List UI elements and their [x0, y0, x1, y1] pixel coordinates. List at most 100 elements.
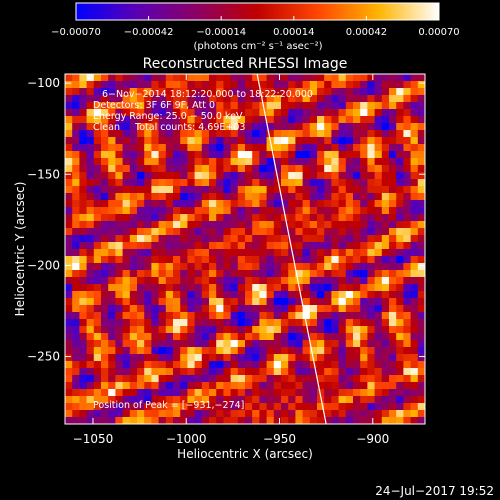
heatmap-pixel — [360, 228, 368, 236]
heatmap-pixel — [86, 81, 95, 89]
heatmap-pixel — [317, 179, 325, 187]
heatmap-pixel — [194, 256, 203, 264]
heatmap-pixel — [115, 263, 123, 271]
heatmap-pixel — [216, 375, 224, 383]
heatmap-pixel — [331, 347, 339, 355]
heatmap-pixel — [129, 74, 138, 82]
heatmap-pixel — [374, 130, 383, 138]
heatmap-pixel — [396, 95, 404, 103]
heatmap-pixel — [266, 305, 275, 313]
heatmap-pixel — [288, 389, 296, 397]
heatmap-pixel — [302, 410, 311, 418]
heatmap-pixel — [396, 221, 404, 229]
heatmap-pixel — [158, 291, 167, 299]
heatmap-pixel — [259, 326, 267, 334]
heatmap-pixel — [331, 270, 339, 278]
heatmap-pixel — [417, 354, 425, 362]
heatmap-pixel — [209, 193, 217, 201]
heatmap-pixel — [396, 354, 404, 362]
heatmap-pixel — [367, 235, 375, 243]
heatmap-pixel — [410, 270, 419, 278]
heatmap-pixel — [266, 130, 275, 138]
heatmap-pixel — [180, 333, 188, 341]
x-tick-label: −1050 — [73, 432, 114, 446]
heatmap-pixel — [129, 151, 138, 159]
heatmap-pixel — [389, 186, 397, 194]
heatmap-pixel — [360, 291, 368, 299]
heatmap-pixel — [273, 270, 282, 278]
heatmap-pixel — [410, 277, 419, 285]
heatmap-pixel — [417, 249, 425, 257]
heatmap-pixel — [137, 326, 145, 334]
heatmap-pixel — [338, 417, 347, 424]
heatmap-pixel — [65, 214, 73, 222]
heatmap-pixel — [281, 165, 289, 173]
heatmap-pixel — [367, 221, 375, 229]
heatmap-pixel — [302, 116, 311, 124]
heatmap-pixel — [266, 256, 275, 264]
heatmap-pixel — [245, 333, 253, 341]
heatmap-pixel — [273, 368, 282, 376]
heatmap-pixel — [93, 389, 102, 397]
heatmap-pixel — [324, 291, 332, 299]
heatmap-pixel — [245, 291, 253, 299]
heatmap-pixel — [281, 158, 289, 166]
heatmap-pixel — [389, 88, 397, 96]
heatmap-pixel — [273, 74, 282, 82]
heatmap-pixel — [281, 242, 289, 250]
heatmap-pixel — [266, 270, 275, 278]
heatmap-pixel — [245, 186, 253, 194]
heatmap-pixel — [353, 368, 361, 376]
heatmap-pixel — [158, 179, 167, 187]
heatmap-pixel — [129, 137, 138, 145]
heatmap-pixel — [389, 326, 397, 334]
heatmap-pixel — [108, 179, 116, 187]
heatmap-pixel — [410, 340, 419, 348]
heatmap-pixel — [72, 179, 80, 187]
heatmap-pixel — [396, 417, 404, 424]
heatmap-pixel — [281, 410, 289, 418]
heatmap-pixel — [194, 263, 203, 271]
heatmap-pixel — [252, 109, 260, 117]
heatmap-pixel — [137, 158, 145, 166]
heatmap-pixel — [345, 263, 354, 271]
heatmap-pixel — [403, 102, 411, 110]
heatmap-pixel — [374, 410, 383, 418]
heatmap-pixel — [101, 144, 109, 152]
heatmap-pixel — [158, 389, 167, 397]
heatmap-pixel — [331, 165, 339, 173]
heatmap-pixel — [230, 361, 239, 369]
heatmap-pixel — [367, 158, 375, 166]
heatmap-pixel — [367, 242, 375, 250]
heatmap-pixel — [187, 172, 195, 180]
heatmap-pixel — [65, 207, 73, 215]
heatmap-pixel — [115, 95, 123, 103]
heatmap-pixel — [381, 319, 390, 327]
heatmap-pixel — [245, 172, 253, 180]
heatmap-pixel — [266, 200, 275, 208]
heatmap-pixel — [259, 179, 267, 187]
heatmap-pixel — [223, 172, 231, 180]
heatmap-pixel — [245, 165, 253, 173]
heatmap-pixel — [194, 305, 203, 313]
heatmap-pixel — [79, 354, 87, 362]
heatmap-pixel — [65, 123, 73, 131]
heatmap-pixel — [209, 347, 217, 355]
heatmap-pixel — [101, 368, 109, 376]
heatmap-pixel — [173, 151, 181, 159]
heatmap-pixel — [137, 284, 145, 292]
heatmap-pixel — [309, 144, 318, 152]
heatmap-pixel — [129, 144, 138, 152]
heatmap-pixel — [209, 242, 217, 250]
heatmap-pixel — [288, 242, 296, 250]
heatmap-pixel — [374, 312, 383, 320]
heatmap-pixel — [72, 74, 80, 82]
heatmap-pixel — [209, 179, 217, 187]
heatmap-pixel — [389, 207, 397, 215]
heatmap-pixel — [122, 277, 131, 285]
heatmap-pixel — [187, 312, 195, 320]
heatmap-pixel — [381, 130, 390, 138]
heatmap-pixel — [201, 417, 210, 424]
heatmap-pixel — [223, 109, 231, 117]
heatmap-pixel — [230, 235, 239, 243]
